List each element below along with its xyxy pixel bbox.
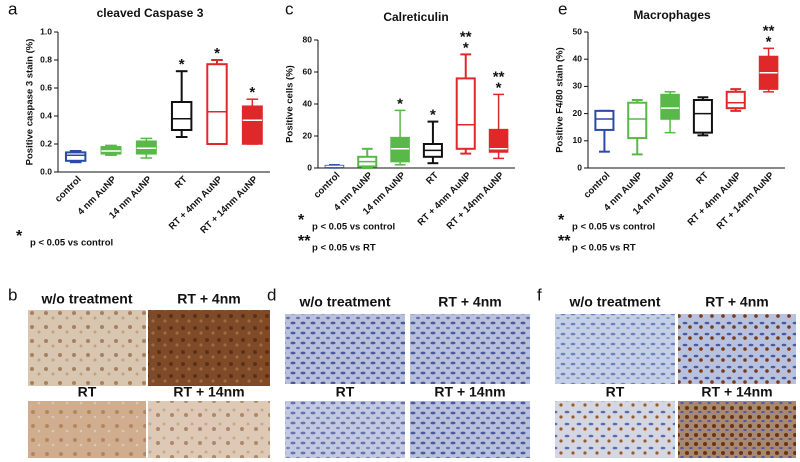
box (241, 105, 263, 145)
x-tick-label: RT (694, 170, 711, 187)
significance: * (463, 39, 469, 56)
image-label: RT (78, 384, 97, 400)
micrograph (678, 401, 796, 458)
footnote-symbol: * (558, 212, 565, 229)
y-tick-label: 0 (577, 162, 582, 172)
y-axis-label: Positive caspase 3 stain (%) (25, 39, 36, 166)
image-label: RT (336, 384, 355, 400)
box (170, 101, 193, 131)
panel-letter: c (285, 0, 294, 18)
footnote-symbol: * (298, 212, 305, 229)
panel-letter: f (537, 285, 542, 304)
box (725, 90, 746, 110)
significance: ** (493, 68, 505, 85)
chart-title: Calreticulin (383, 10, 448, 24)
y-tick-label: 20 (573, 108, 583, 118)
y-tick-label: 0.0 (40, 166, 52, 176)
image-label: RT + 4nm (705, 294, 768, 310)
x-tick-label: RT (173, 174, 190, 191)
box (627, 101, 648, 140)
y-tick-label: 1.0 (40, 26, 52, 36)
micrograph (555, 314, 675, 384)
x-tick-label: control (53, 174, 84, 205)
micrograph (285, 314, 405, 384)
y-tick-label: 0.6 (40, 82, 52, 92)
significance: ** (763, 22, 775, 39)
y-tick-label: 40 (303, 98, 313, 108)
panel-letter: d (267, 285, 276, 304)
footnote: p < 0.05 vs control (312, 222, 395, 233)
y-tick-label: 0.2 (40, 138, 52, 148)
panel-letter: b (8, 285, 17, 304)
micrograph (410, 314, 530, 384)
panel-letter: e (558, 0, 567, 18)
box (692, 99, 713, 134)
x-tick-label: control (582, 170, 613, 201)
micrograph (28, 310, 146, 386)
footnote-symbol: * (16, 228, 23, 245)
x-tick-label: control (312, 170, 343, 201)
chart-title: Macrophages (633, 8, 711, 22)
footnote: p < 0.05 vs RT (312, 243, 376, 254)
y-tick-label: 50 (573, 26, 583, 36)
footnote-symbol: ** (298, 233, 311, 250)
significance: * (766, 33, 772, 50)
y-axis-label: Positive F4/80 stain (%) (555, 47, 566, 153)
y-tick-label: 0 (307, 162, 312, 172)
y-tick-label: 20 (303, 130, 313, 140)
box (594, 109, 615, 131)
y-tick-label: 40 (573, 53, 583, 63)
image-label: RT + 14nm (434, 384, 505, 400)
x-tick-label: RT + 14nm AuNP (715, 170, 777, 232)
chart-title: cleaved Caspase 3 (97, 6, 204, 20)
y-tick-label: 80 (303, 34, 313, 44)
y-tick-label: 0.8 (40, 54, 52, 64)
micrograph (148, 310, 270, 386)
micrograph (28, 401, 146, 458)
image-label: RT + 14nm (173, 384, 244, 400)
y-axis-label: Positive cells (%) (285, 65, 296, 143)
image-label: RT (606, 384, 625, 400)
image-label: RT + 4nm (177, 291, 240, 307)
y-tick-label: 30 (573, 81, 583, 91)
micrograph (148, 401, 270, 458)
image-label: w/o treatment (40, 291, 132, 307)
micrograph (555, 401, 675, 458)
significance: * (430, 107, 436, 124)
image-tiles (28, 310, 796, 458)
image-label: w/o treatment (298, 294, 390, 310)
footnote: p < 0.05 vs control (572, 222, 655, 233)
box (206, 63, 228, 145)
significance: * (179, 56, 185, 73)
footnote-symbol: ** (558, 233, 571, 250)
panel-letter: a (8, 0, 18, 18)
y-tick-label: 10 (573, 135, 583, 145)
footnote: p < 0.05 vs RT (572, 243, 636, 254)
y-tick-label: 60 (303, 66, 313, 76)
box (455, 77, 476, 150)
box (660, 93, 680, 120)
significance: * (249, 84, 255, 101)
box (64, 151, 87, 162)
significance: ** (460, 28, 472, 45)
image-label: RT + 4nm (438, 294, 501, 310)
y-tick-label: 0.4 (40, 110, 52, 120)
image-label: RT + 14nm (701, 384, 772, 400)
micrograph (285, 401, 405, 458)
x-tick-label: RT + 14nm AuNP (445, 170, 507, 232)
footnote: p < 0.05 vs control (30, 238, 113, 249)
significance: * (496, 79, 502, 96)
significance: * (397, 95, 403, 112)
x-tick-label: RT (424, 170, 441, 187)
image-label: w/o treatment (568, 294, 660, 310)
box (488, 128, 509, 153)
significance: * (214, 45, 220, 62)
box (390, 136, 410, 163)
micrograph (678, 314, 796, 384)
micrograph (410, 401, 530, 458)
